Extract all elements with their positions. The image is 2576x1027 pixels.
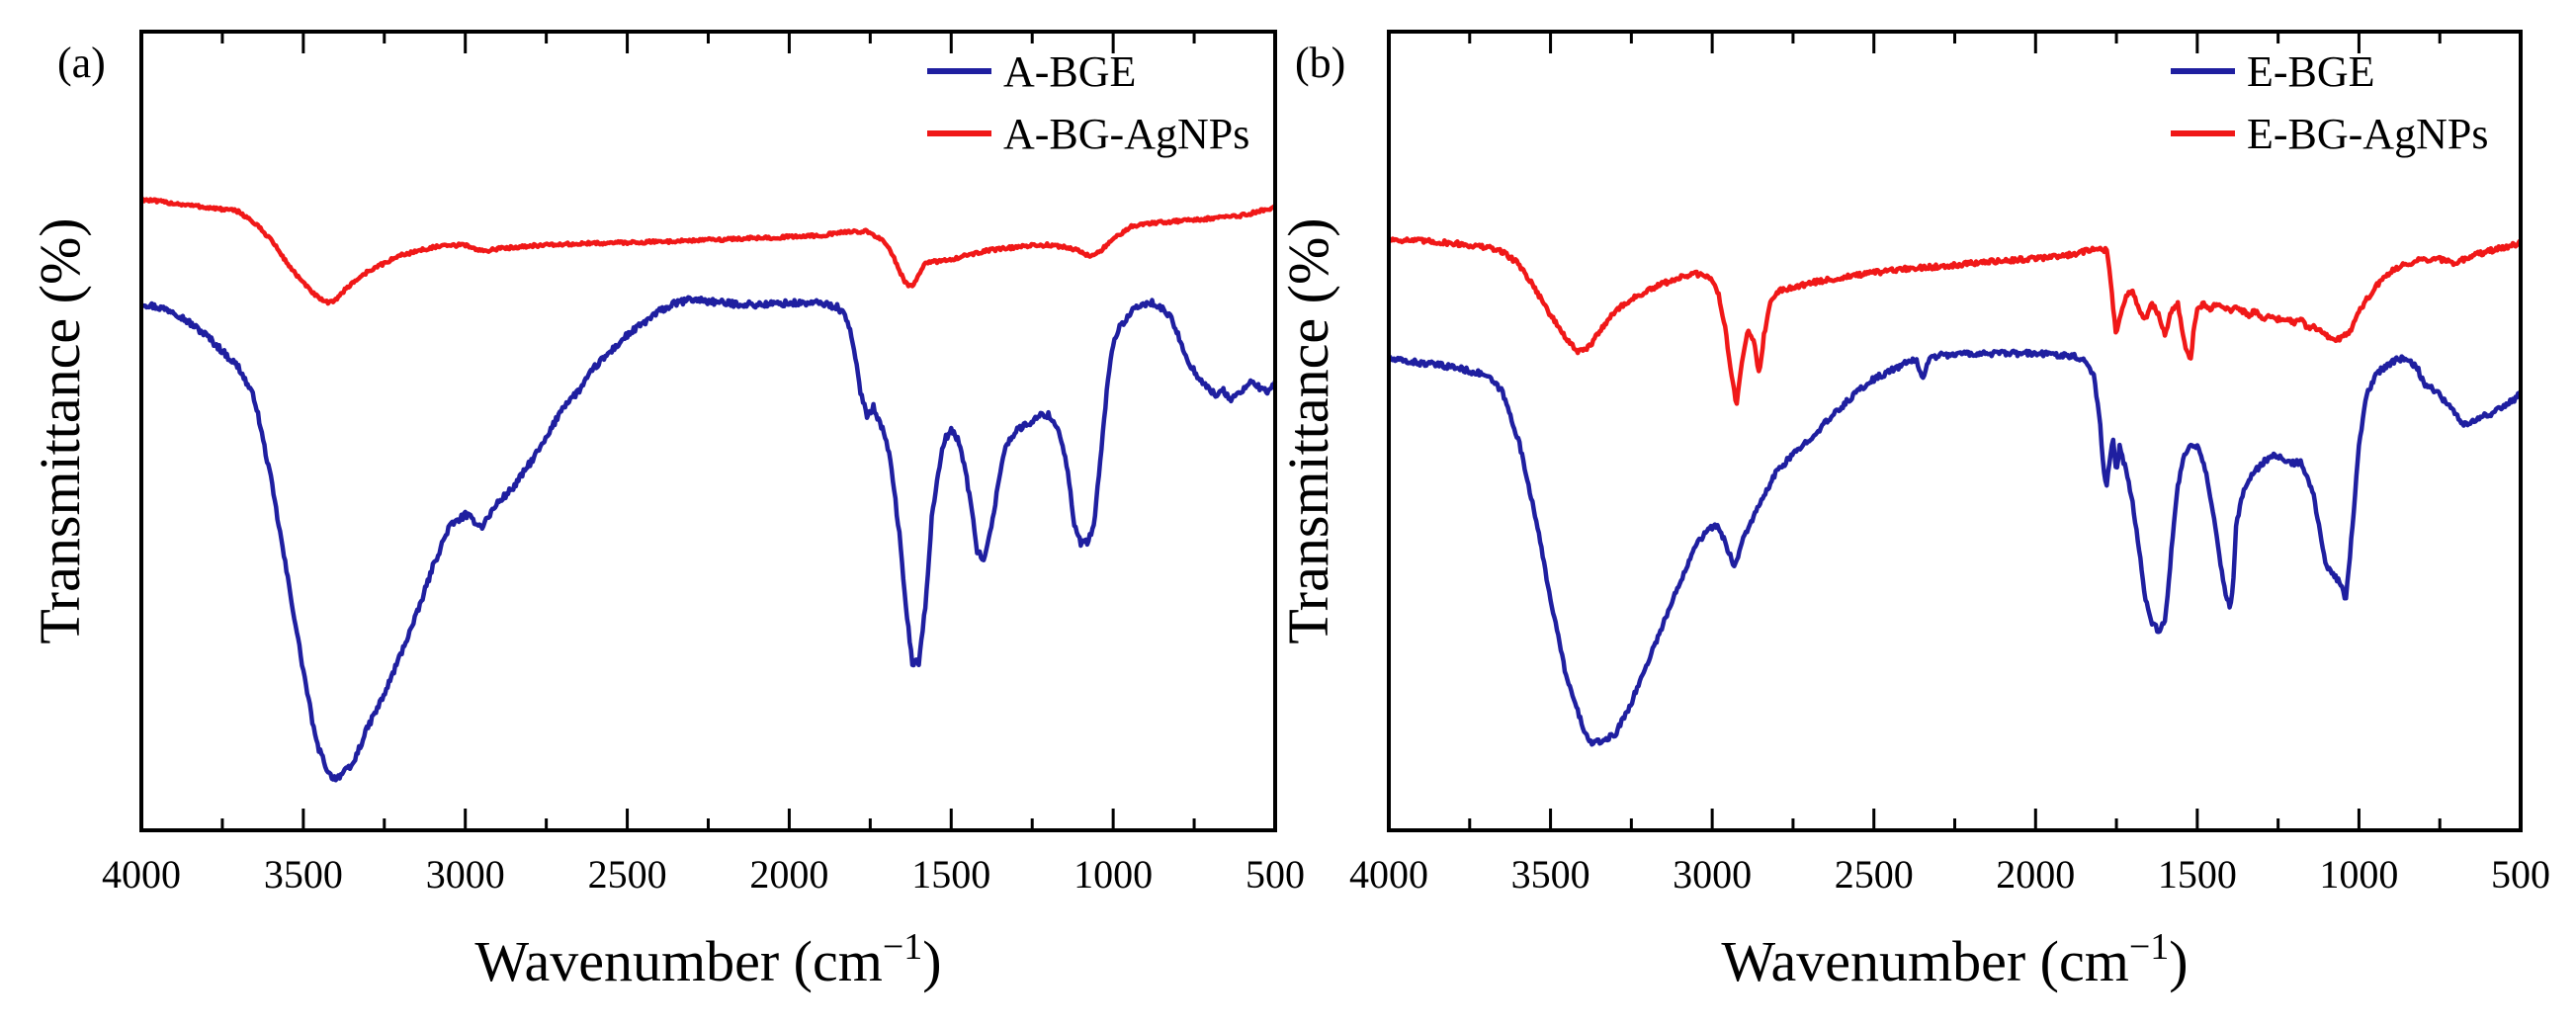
legend-label-e-bge: E-BGE	[2247, 47, 2375, 96]
series-line-e-bg-agnps	[1387, 236, 2523, 406]
x-axis-title: Wavenumber (cm−1)	[1721, 926, 2188, 993]
x-tick-label: 1500	[911, 852, 990, 897]
panel-b: 4000 3500 3000 2500 2000 1500 1000 500 Wavenumbe…	[1276, 30, 2550, 993]
panel-label: (a)	[57, 39, 106, 87]
x-tick-label: 500	[1245, 852, 1305, 897]
x-tick-label: 1000	[2319, 852, 2398, 897]
x-tick-label: 500	[2491, 852, 2550, 897]
x-axis-title: Wavenumber (cm−1)	[474, 926, 941, 993]
y-axis-title: Transmittance (%)	[28, 217, 92, 643]
series-line-a-bge	[139, 295, 1278, 783]
x-tick-label: 4000	[1349, 852, 1428, 897]
x-tick-label: 4000	[102, 852, 181, 897]
x-axis-title-text: Wavenumber (cm	[474, 929, 882, 993]
x-axis-title-text: Wavenumber (cm	[1721, 929, 2128, 993]
series-line-e-bge	[1386, 348, 2522, 747]
x-tick-label: 3000	[426, 852, 505, 897]
x-axis-title-close: )	[2169, 929, 2188, 993]
panel-a: 4000 3500 3000 2500 2000 1500 1000 500 Wavenumbe…	[28, 30, 1305, 993]
x-tick-label: 2500	[1835, 852, 1914, 897]
y-axis-title: Transmittance (%)	[1276, 217, 1340, 643]
x-tick-label: 3500	[264, 852, 343, 897]
legend-label-a-bge: A-BGE	[1003, 47, 1136, 96]
x-tick-label: 2500	[588, 852, 667, 897]
x-tick-label: 3000	[1673, 852, 1752, 897]
legend-label-a-bg-agnps: A-BG-AgNPs	[1003, 110, 1249, 158]
x-axis-title-superscript: −1	[883, 926, 922, 968]
series-line-a-bg-agnps	[139, 196, 1277, 306]
x-tick-label: 2000	[1996, 852, 2075, 897]
x-axis-title-superscript: −1	[2129, 926, 2169, 968]
x-axis-title-close: )	[922, 929, 941, 993]
x-tick-label: 3500	[1511, 852, 1590, 897]
x-tick-label: 1000	[1073, 852, 1153, 897]
x-tick-label: 1500	[2158, 852, 2237, 897]
panel-label: (b)	[1295, 39, 1345, 87]
x-tick-label: 2000	[749, 852, 828, 897]
legend-label-e-bg-agnps: E-BG-AgNPs	[2247, 110, 2488, 158]
